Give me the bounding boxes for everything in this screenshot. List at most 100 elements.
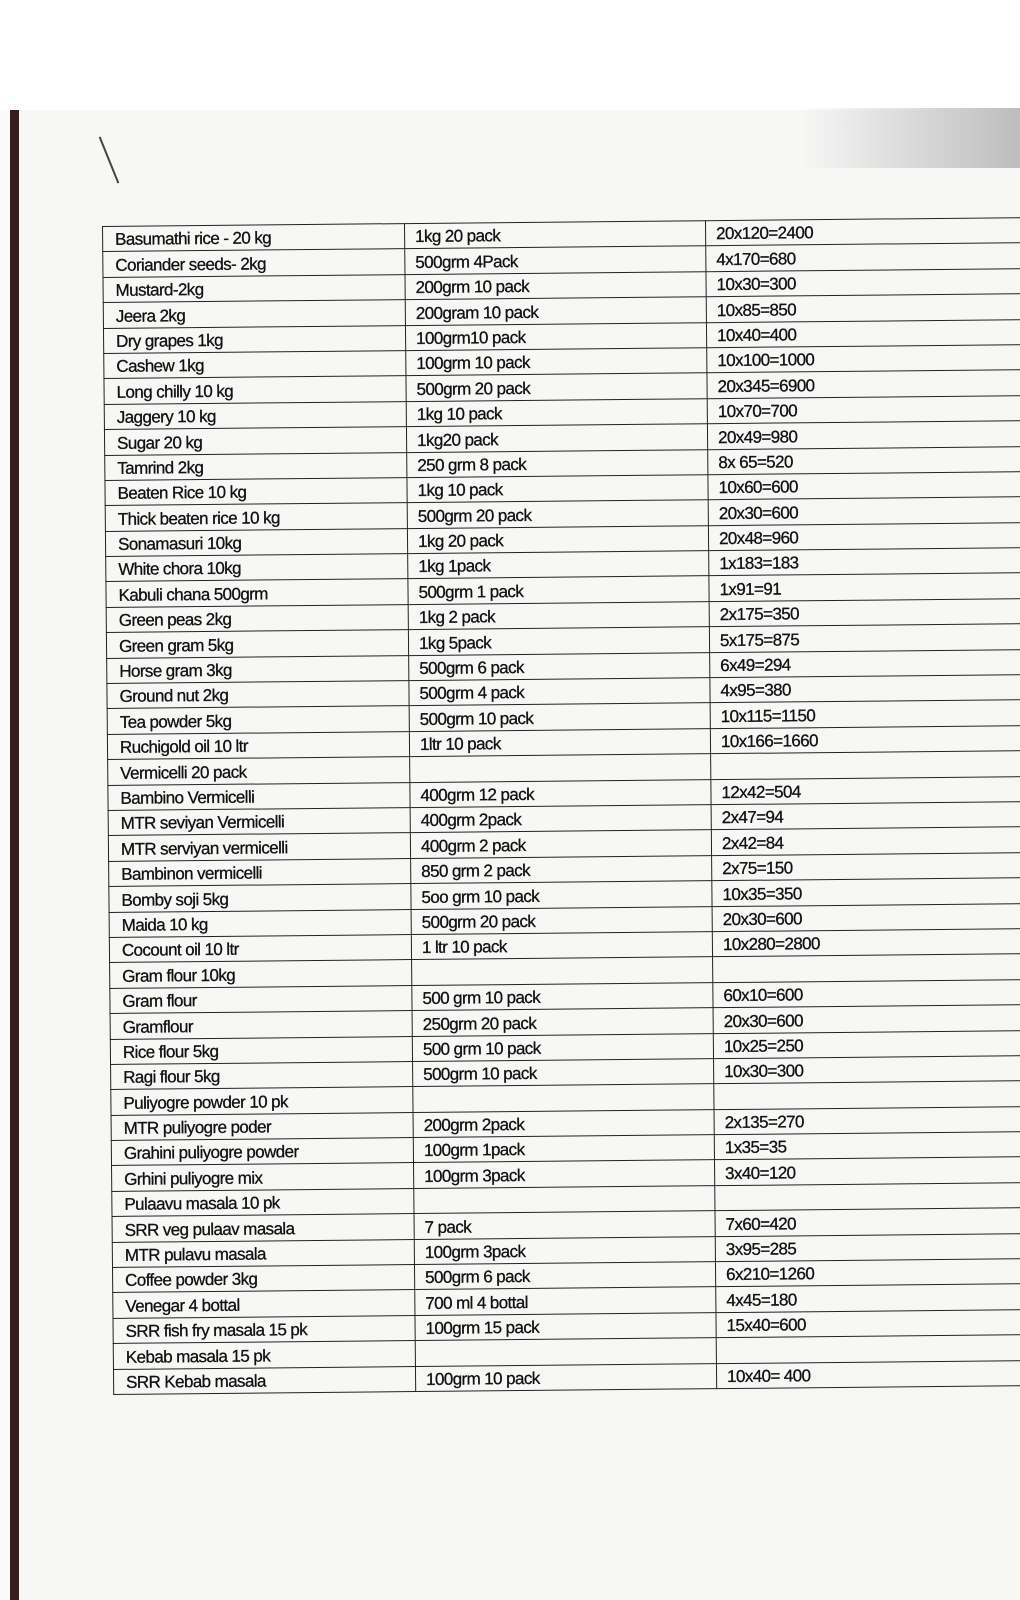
pack-size-cell xyxy=(413,1185,715,1214)
pack-size-cell: 500grm 10 pack xyxy=(409,703,711,732)
item-name-cell: Rice flour 5kg xyxy=(110,1036,413,1065)
pack-size-cell: 500grm 4Pack xyxy=(404,246,706,275)
amount-cell: 10x30=300 xyxy=(705,268,1020,297)
paper-sheet xyxy=(18,110,1020,1600)
amount-cell: 6x210=1260 xyxy=(715,1258,1020,1288)
pack-size-cell: 1kg 10 pack xyxy=(406,474,709,503)
amount-cell: 10x30=300 xyxy=(713,1055,1020,1084)
item-name-cell: MTR pulavu masala xyxy=(112,1239,415,1268)
item-name-cell: Pulaavu masala 10 pk xyxy=(111,1188,414,1217)
shadow xyxy=(800,108,1020,168)
pack-size-cell: 100grm 10 pack xyxy=(405,347,707,376)
amount-cell: 2x135=270 xyxy=(714,1106,1020,1135)
item-name-cell: Ruchigold oil 10 ltr xyxy=(107,731,410,760)
amount-cell: 10x25=250 xyxy=(713,1030,1020,1059)
amount-cell: 2x47=94 xyxy=(711,801,1020,831)
amount-cell: 6x49=294 xyxy=(709,649,1020,678)
item-name-cell: Beaten Rice 10 kg xyxy=(104,477,408,506)
amount-cell: 10x85=850 xyxy=(706,293,1020,323)
pack-size-cell: 100grm 1pack xyxy=(413,1134,715,1164)
pack-size-cell: 100grm 3pack xyxy=(414,1236,716,1265)
pack-size-cell: 400grm 2 pack xyxy=(410,830,712,859)
pack-size-cell: 250 grm 8 pack xyxy=(406,449,708,478)
pack-size-cell: 500grm 1 pack xyxy=(407,576,710,605)
amount-cell: 5x175=875 xyxy=(709,623,1020,653)
item-name-cell: SRR fish fry masala 15 pk xyxy=(112,1315,416,1344)
pack-size-cell: 1kg20 pack xyxy=(406,423,708,453)
amount-cell: 10x35=350 xyxy=(711,877,1020,907)
amount-cell: 1x91=91 xyxy=(708,573,1020,602)
pack-size-cell: 1kg 10 pack xyxy=(406,398,708,427)
amount-cell xyxy=(710,750,1020,780)
pack-size-cell xyxy=(411,957,713,986)
item-name-cell: Grahini puliyogre powder xyxy=(111,1137,414,1166)
item-name-cell: Grhini puliyogre mix xyxy=(111,1163,414,1192)
amount-cell: 8x 65=520 xyxy=(707,446,1020,475)
item-name-cell: Tamrind 2kg xyxy=(104,452,407,481)
pack-size-cell: 1kg 20 pack xyxy=(407,525,709,554)
item-name-cell: MTR serviyan vermicelli xyxy=(108,832,411,862)
amount-cell: 2x42=84 xyxy=(711,826,1020,856)
item-name-cell: Tea powder 5kg xyxy=(107,705,410,735)
pack-size-cell: 500 grm 10 pack xyxy=(412,1033,714,1062)
pack-size-cell: 200grm 2pack xyxy=(413,1109,715,1138)
table-body: Basumathi rice - 20 kg 1kg 20 pack 20x120=… xyxy=(102,217,1020,1395)
item-name-cell: Basumathi rice - 20 kg xyxy=(102,223,405,252)
pack-size-cell: 850 grm 2 pack xyxy=(410,855,712,884)
amount-cell: 1x35=35 xyxy=(714,1131,1020,1161)
item-name-cell: Venegar 4 bottal xyxy=(112,1289,415,1319)
item-name-cell: MTR seviyan Vermicelli xyxy=(108,807,411,836)
pack-size-cell: 250grm 20 pack xyxy=(412,1007,714,1037)
amount-cell: 20x30=600 xyxy=(708,496,1020,526)
amount-cell: 15x40=600 xyxy=(715,1309,1020,1338)
item-name-cell: Horse gram 3kg xyxy=(106,655,409,684)
amount-cell: 4x170=680 xyxy=(705,242,1020,272)
pack-size-cell: 500grm 4 pack xyxy=(408,677,711,706)
pack-size-cell: 100grm 15 pack xyxy=(414,1312,717,1341)
amount-cell: 20x48=960 xyxy=(708,522,1020,551)
item-name-cell: SRR Kebab masala xyxy=(113,1366,416,1395)
amount-cell: 20x30=600 xyxy=(713,1004,1020,1034)
amount-cell: 20x30=600 xyxy=(712,903,1020,932)
amount-cell: 10x280=2800 xyxy=(712,928,1020,958)
pack-size-cell xyxy=(412,1083,715,1113)
pack-size-cell: 1kg 2 pack xyxy=(408,601,710,630)
amount-cell: 3x40=120 xyxy=(714,1156,1020,1186)
grocery-table: Basumathi rice - 20 kg 1kg 20 pack 20x120=… xyxy=(102,217,1020,1395)
amount-cell: 20x49=980 xyxy=(707,420,1020,450)
amount-cell: 1x183=183 xyxy=(708,547,1020,577)
item-name-cell: Coffee powder 3kg xyxy=(112,1264,415,1293)
pack-size-cell: 100grm 10 pack xyxy=(415,1363,717,1392)
amount-cell xyxy=(714,1182,1020,1211)
amount-cell xyxy=(716,1334,1020,1364)
pack-size-cell xyxy=(415,1337,717,1367)
amount-cell: 4x45=180 xyxy=(715,1283,1020,1313)
item-name-cell: Jeera 2kg xyxy=(103,299,406,329)
item-name-cell: Kebab masala 15 pk xyxy=(113,1340,416,1370)
amount-cell: 2x75=150 xyxy=(711,852,1020,881)
amount-cell: 20x120=2400 xyxy=(705,217,1020,247)
item-name-cell: Jaggery 10 kg xyxy=(104,401,407,430)
pack-size-cell: 1kg 20 pack xyxy=(404,220,706,249)
item-name-cell: Ground nut 2kg xyxy=(106,680,410,709)
amount-cell: 10x100=1000 xyxy=(706,344,1020,374)
item-name-cell: Coriander seeds- 2kg xyxy=(102,248,405,278)
pack-size-cell: 500grm 20 pack xyxy=(405,373,708,402)
amount-cell: 60x10=600 xyxy=(712,979,1020,1008)
item-name-cell: Green peas 2kg xyxy=(106,604,409,633)
pack-size-cell: 7 pack xyxy=(413,1210,716,1240)
pack-size-cell: 400grm 2pack xyxy=(410,804,712,833)
pack-size-cell: 5oo grm 10 pack xyxy=(410,880,713,910)
amount-cell xyxy=(712,953,1020,983)
amount-cell: 2x175=350 xyxy=(709,598,1020,627)
pack-size-cell: 500grm 6 pack xyxy=(408,652,710,681)
item-name-cell: Puliyogre powder 10 pk xyxy=(110,1086,414,1116)
item-name-cell: White chora 10kg xyxy=(105,553,408,582)
page-edge xyxy=(10,110,19,1600)
pack-size-cell xyxy=(409,753,711,783)
item-name-cell: Kabuli chana 500grm xyxy=(105,579,409,608)
item-name-cell: Cashew 1kg xyxy=(103,350,406,379)
item-name-cell: Maida 10 kg xyxy=(109,909,412,938)
amount-cell: 3x95=285 xyxy=(715,1233,1020,1262)
item-name-cell: Gram flour 10kg xyxy=(109,959,412,989)
